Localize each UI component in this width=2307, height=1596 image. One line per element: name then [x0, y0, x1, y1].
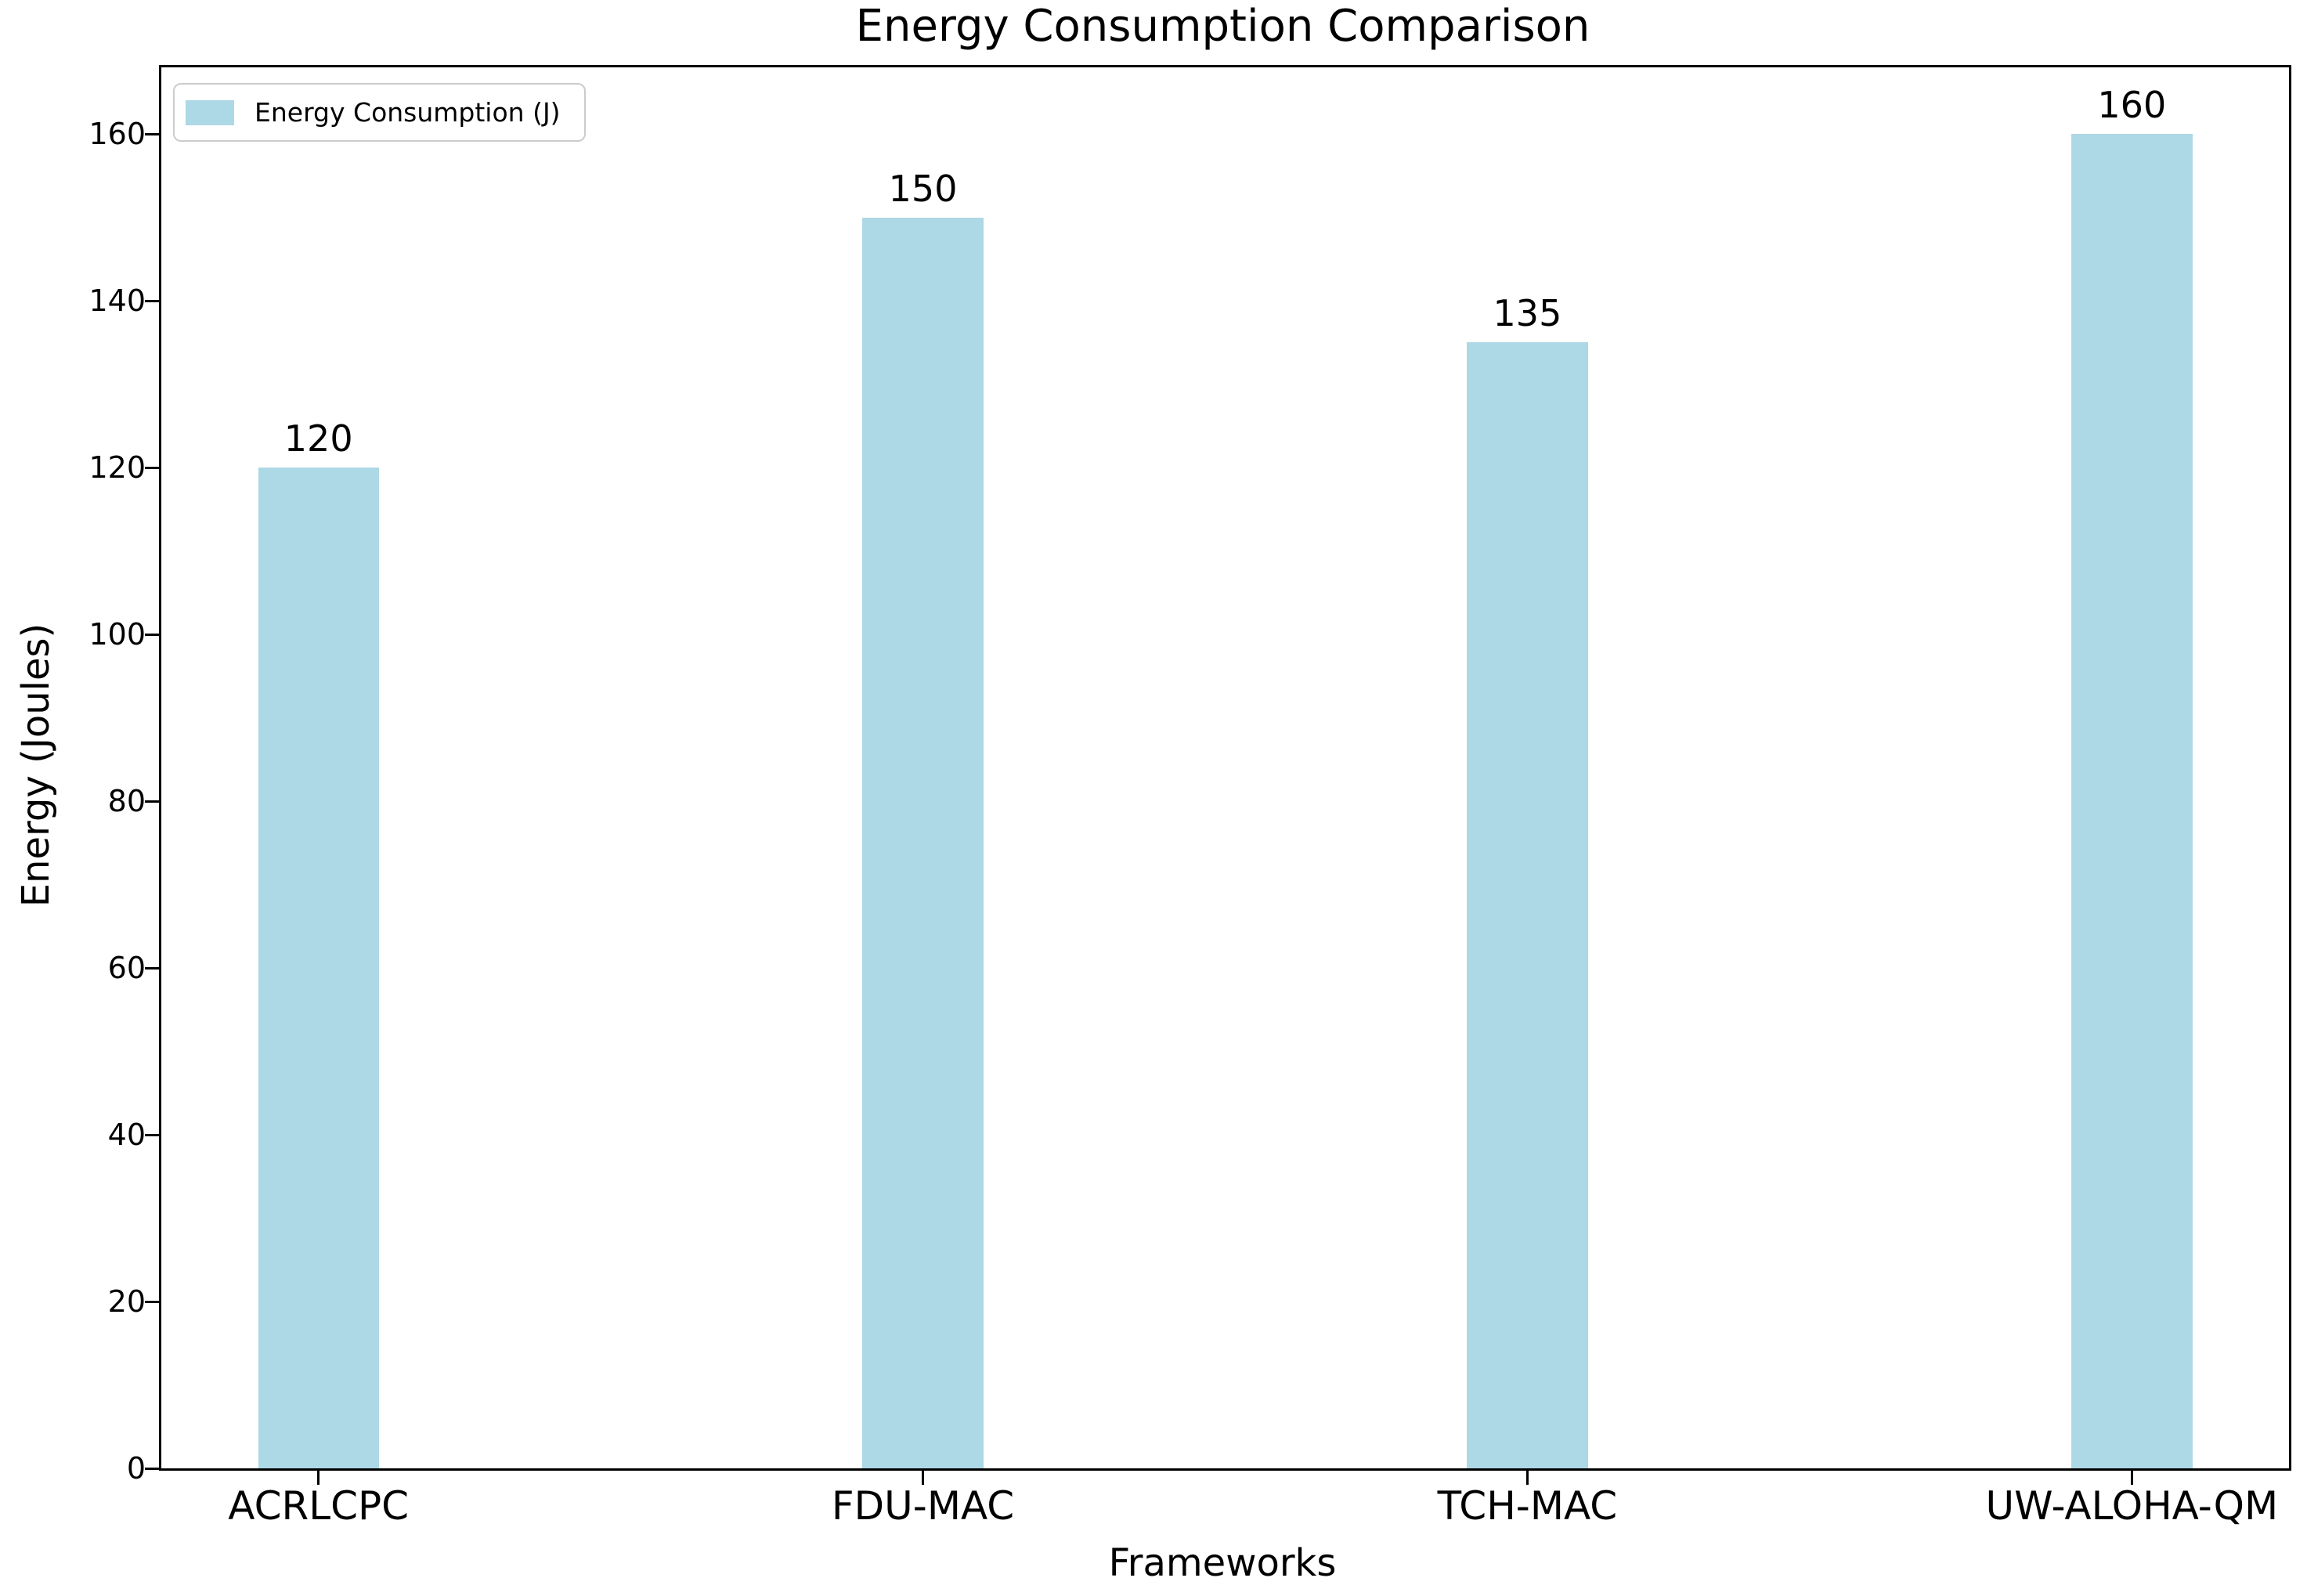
y-tick-mark [145, 132, 159, 135]
x-tick-mark [317, 1471, 320, 1485]
y-tick-label: 20 [107, 1284, 146, 1320]
y-tick-label: 160 [88, 117, 146, 152]
y-tick-label: 100 [88, 617, 146, 652]
legend-label: Energy Consumption (J) [255, 97, 561, 128]
x-tick-label: TCH-MAC [1437, 1483, 1618, 1529]
x-tick-label: UW-ALOHA-QM [1985, 1483, 2279, 1529]
y-tick-label: 140 [88, 283, 146, 319]
bar-value-label: 150 [888, 167, 958, 210]
bar-tch-mac [1467, 342, 1588, 1468]
y-tick-mark [145, 1467, 159, 1470]
y-tick-mark [145, 633, 159, 636]
y-tick-mark [145, 299, 159, 302]
x-axis-label: Frameworks [1108, 1541, 1337, 1585]
bar-value-label: 160 [2097, 84, 2167, 127]
x-tick-mark [922, 1471, 925, 1485]
legend-swatch [186, 99, 234, 125]
x-tick-label: ACRLCPC [228, 1483, 410, 1529]
y-axis-label: Energy (Joules) [14, 623, 58, 908]
bar-acrlcpc [258, 468, 379, 1468]
y-tick-label: 0 [126, 1451, 146, 1486]
x-tick-label: FDU-MAC [831, 1483, 1015, 1529]
chart-title: Energy Consumption Comparison [855, 1, 1590, 52]
bar-value-label: 135 [1493, 292, 1562, 335]
y-tick-label: 40 [107, 1118, 146, 1153]
x-tick-mark [2130, 1471, 2133, 1485]
x-tick-mark [1525, 1471, 1529, 1485]
bar-uw-aloha-qm [2071, 134, 2193, 1468]
legend: Energy Consumption (J) [173, 83, 586, 142]
y-tick-mark [145, 800, 159, 803]
plot-area: Energy Consumption (J) 0 20 40 60 80 100 120 14… [88, 65, 2291, 1526]
y-tick-label: 120 [88, 450, 146, 486]
y-tick-label: 60 [107, 951, 146, 986]
bar-value-label: 120 [283, 417, 353, 460]
y-tick-mark [145, 966, 159, 970]
bar-fdu-mac [862, 217, 984, 1468]
y-tick-mark [145, 1133, 159, 1136]
y-tick-mark [145, 466, 159, 469]
y-tick-mark [145, 1300, 159, 1303]
y-tick-label: 80 [107, 784, 146, 819]
